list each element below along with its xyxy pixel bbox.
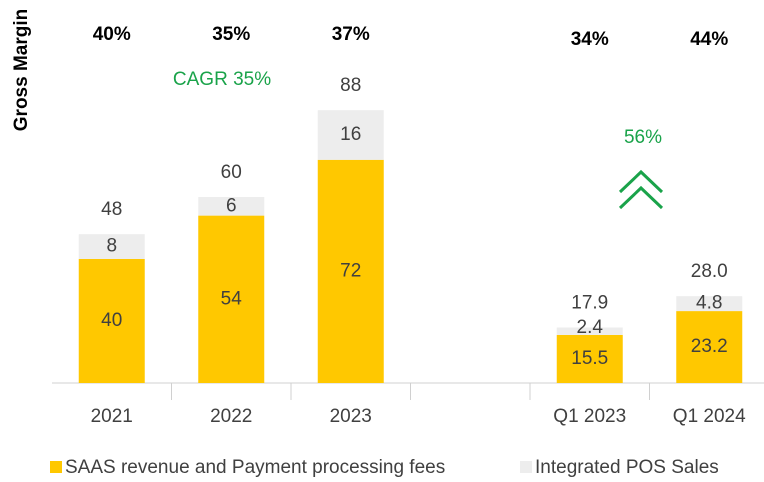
data-label: 72 bbox=[340, 260, 361, 281]
annotation: 56% bbox=[624, 127, 662, 148]
total-label: 60 bbox=[221, 162, 242, 183]
legend-label: SAAS revenue and Payment processing fees bbox=[65, 457, 445, 478]
bar-segment bbox=[78, 259, 145, 383]
data-label: 54 bbox=[221, 288, 243, 309]
legend-swatch bbox=[520, 461, 532, 473]
legend-label: Integrated POS Sales bbox=[535, 457, 719, 478]
bar-segment bbox=[317, 110, 384, 160]
data-label: 2.4 bbox=[577, 317, 604, 338]
data-label: 8 bbox=[106, 236, 117, 257]
data-label: 16 bbox=[340, 124, 361, 145]
chevron bbox=[618, 169, 664, 194]
data-label: 6 bbox=[226, 195, 237, 216]
gross-margin-value: 44% bbox=[690, 29, 728, 50]
total-label: 48 bbox=[101, 199, 122, 220]
total-label: 88 bbox=[340, 75, 361, 96]
gross-margin-value: 37% bbox=[332, 24, 370, 45]
chevron bbox=[618, 185, 664, 210]
gross-margin-value: 40% bbox=[93, 24, 131, 45]
data-label: 4.8 bbox=[696, 293, 722, 314]
gross-margin-value: 35% bbox=[212, 24, 250, 45]
gross-margin-label: Gross Margin bbox=[11, 9, 32, 131]
bar-segment bbox=[556, 327, 623, 335]
data-label: 23.2 bbox=[691, 336, 728, 357]
bar-segment bbox=[556, 334, 623, 383]
x-tick-label: 2021 bbox=[91, 406, 133, 427]
bar-segment bbox=[676, 296, 743, 312]
bar-segment bbox=[317, 159, 384, 383]
bar-segment bbox=[198, 215, 265, 383]
total-label: 28.0 bbox=[691, 261, 728, 282]
data-label: 40 bbox=[101, 310, 122, 331]
annotation: CAGR 35% bbox=[173, 69, 271, 90]
bar-segment bbox=[676, 311, 743, 383]
total-label: 17.9 bbox=[571, 293, 608, 314]
x-tick-label: Q1 2024 bbox=[673, 406, 746, 427]
gross-margin-value: 34% bbox=[571, 29, 609, 50]
bar-segment bbox=[78, 234, 145, 259]
legend-swatch bbox=[50, 461, 62, 473]
x-tick-label: 2023 bbox=[330, 406, 372, 427]
bar-segment bbox=[198, 197, 265, 216]
x-tick-label: 2022 bbox=[210, 406, 252, 427]
x-tick-label: Q1 2023 bbox=[553, 406, 626, 427]
data-label: 15.5 bbox=[571, 348, 608, 369]
